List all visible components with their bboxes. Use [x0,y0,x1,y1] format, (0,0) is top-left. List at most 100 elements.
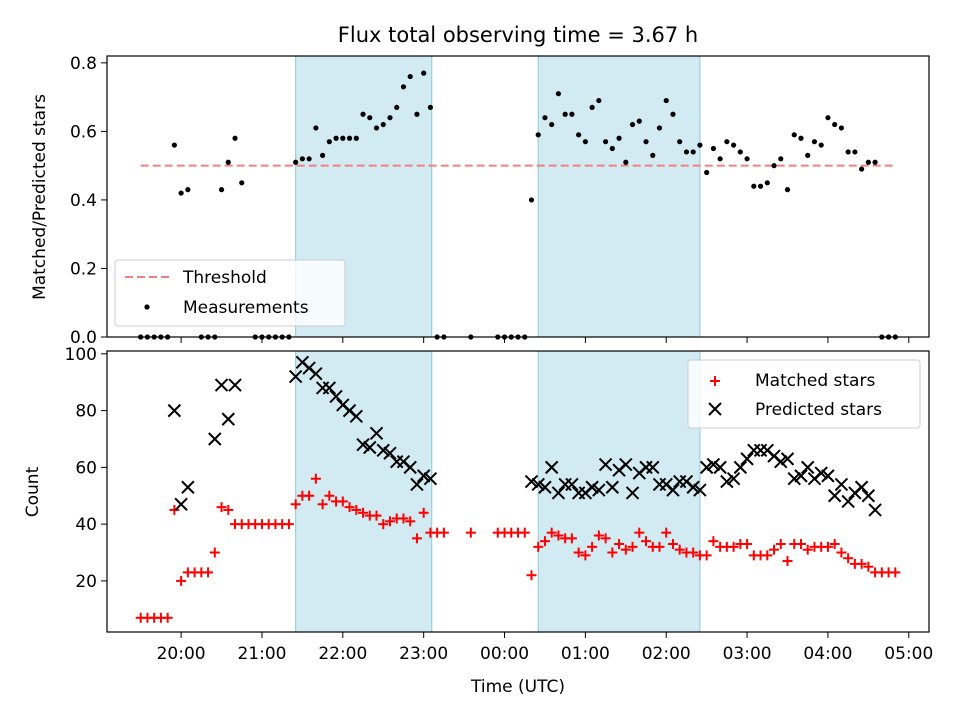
matched-star-point [169,504,180,515]
matched-star-point [337,496,348,507]
measurement-point [872,159,878,165]
bottom-shading-layer [295,350,701,633]
measurement-point [239,180,245,186]
matched-star-point [829,539,840,550]
x-tick-label: 03:00 [723,644,772,664]
bottom-y-axis-label: Count [23,466,43,517]
y-tick-label: 0.4 [70,191,97,211]
measurement-point [306,156,312,162]
predicted-star-point [787,472,801,486]
measurement-point [636,118,642,124]
cross-b [666,483,680,497]
measurement-point [320,152,326,158]
predicted-star-point [585,480,599,494]
x-axis-label: Time (UTC) [470,677,565,697]
measurement-point [293,159,299,165]
cross-b [356,437,370,452]
measurement-point [542,115,548,121]
matched-star-point [162,612,173,623]
matched-star-point [674,544,685,555]
measurement-point [394,104,400,111]
predicted-star-point [605,480,620,494]
x-tick-label: 22:00 [318,644,367,664]
predicted-star-point [592,483,606,497]
matched-star-point [620,544,631,555]
measurement-point [757,183,764,189]
cross-b [167,403,182,418]
matched-star-point [728,541,739,552]
matched-star-point [661,527,672,538]
measurement-point [367,115,373,121]
predicted-star-point [693,483,707,497]
measurement-point [602,139,609,145]
cross-b [814,466,828,480]
measurement-point [596,97,602,104]
measurement-point [778,156,784,162]
cross-b [854,480,869,494]
matched-star-point [600,533,611,544]
measurement-point [333,135,339,141]
measurement-point [852,149,858,155]
cross-b [309,366,323,381]
x-tick-label: 00:00 [480,644,529,664]
measurement-point [589,104,595,111]
legend-measurements-swatch [144,304,150,310]
measurement-point [549,121,555,128]
cross-b [410,477,424,492]
measurement-point [380,121,386,128]
cross-b [619,457,633,472]
cross-b [531,477,545,492]
legend-matched-label: Matched stars [755,371,875,391]
matched-star-point [607,547,618,558]
predicted-star-point [780,452,795,466]
predicted-star-point [706,457,721,472]
measurement-point [629,121,636,128]
measurement-point [690,149,696,155]
cross-b [295,355,310,370]
y-tick-label: 40 [75,515,97,535]
matched-star-point [546,527,557,538]
matched-star-point [533,541,544,552]
cross-b [801,460,815,475]
cross-b [841,494,855,509]
predicted-star-point [167,403,182,418]
predicted-star-point [666,483,680,497]
predicted-star-point [686,480,700,494]
x-tick-label: 21:00 [237,644,286,664]
matched-star-point [378,519,389,530]
predicted-star-point [861,489,876,503]
predicted-star-point [733,460,748,475]
cross-b [868,503,882,517]
matched-star-point [580,550,591,561]
measurement-point [771,163,777,169]
cross-b [679,474,694,489]
measurement-point [171,142,177,148]
shaded-interval [537,55,701,338]
matched-star-point [708,536,719,547]
matched-star-point [371,510,382,521]
cross-b [646,460,660,475]
cross-b [693,483,707,497]
predicted-star-point [625,486,640,500]
cross-b [625,486,640,500]
measurement-point [326,139,332,145]
predicted-star-point [646,460,660,475]
matched-star-point [863,561,874,572]
measurement-point [650,152,656,158]
matched-star-point [304,490,315,501]
measurement-point [670,111,676,117]
cross-b [787,472,801,486]
predicted-star-point [363,440,377,455]
measurement-point [764,180,770,186]
predicted-star-point [423,472,438,486]
measurement-point [346,135,353,141]
bottom-y-ticks: 20 40 60 80 100 [65,345,107,592]
y-tick-label: 0.8 [70,54,97,74]
measurement-point [859,166,865,172]
measurement-point [683,149,690,155]
matched-star-point [411,533,422,544]
bottom-plot-frame [106,350,930,633]
cross-b [369,426,384,441]
matched-star-point [344,502,355,513]
measurement-point [737,149,743,155]
